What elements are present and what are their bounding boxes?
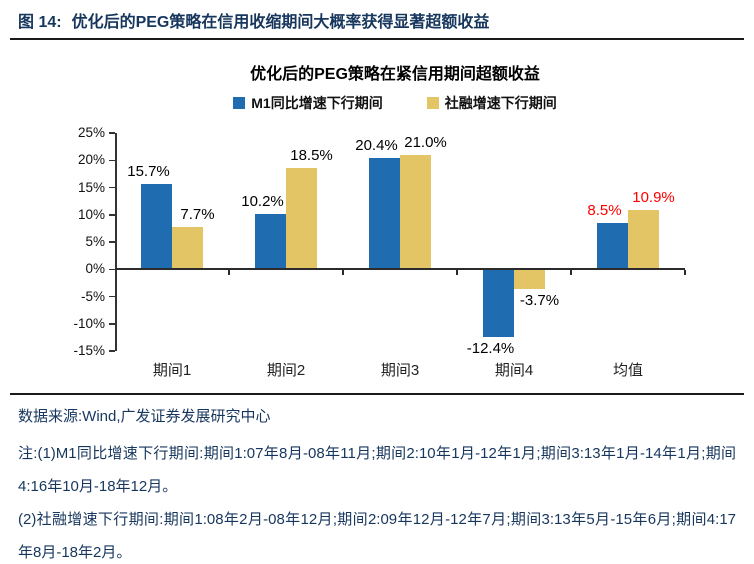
y-tick-label: -15% bbox=[73, 343, 105, 358]
y-tick-label: -10% bbox=[73, 315, 105, 331]
figure-number-label: 图 14: bbox=[18, 14, 62, 31]
y-tick-label: 20% bbox=[77, 152, 105, 168]
bar-M1同比增速下行期间 bbox=[255, 213, 286, 270]
value-label: 10.9% bbox=[632, 188, 675, 206]
y-tick-mark bbox=[109, 241, 115, 243]
value-label: 7.7% bbox=[180, 206, 215, 224]
bar-社融增速下行期间 bbox=[172, 227, 203, 270]
y-tick-mark bbox=[109, 268, 115, 270]
legend-swatch-icon bbox=[426, 97, 439, 109]
bar-M1同比增速下行期间 bbox=[483, 269, 514, 337]
y-tick-label: 5% bbox=[85, 234, 105, 249]
y-tick-label: 0% bbox=[85, 261, 105, 277]
y-tick-mark bbox=[109, 295, 115, 298]
value-label: -3.7% bbox=[519, 292, 560, 310]
category-label: 期间2 bbox=[266, 362, 306, 379]
category-label: 期间4 bbox=[494, 362, 534, 379]
bar-M1同比增速下行期间 bbox=[141, 183, 172, 270]
bar-社融增速下行期间 bbox=[514, 269, 545, 290]
y-tick-label: 25% bbox=[77, 125, 105, 140]
bar-社融增速下行期间 bbox=[628, 209, 659, 270]
chart-legend: M1同比增速下行期间 社融增速下行期间 bbox=[85, 93, 705, 113]
figure-title: 优化后的PEG策略在信用收缩期间大概率获得显著超额收益 bbox=[71, 14, 490, 31]
legend-item: M1同比增速下行期间 bbox=[233, 93, 383, 113]
x-axis-tick bbox=[342, 270, 344, 276]
y-tick-label: -5% bbox=[80, 288, 105, 304]
category-label: 期间3 bbox=[380, 362, 420, 379]
value-label: 18.5% bbox=[290, 147, 333, 165]
value-label: 21.0% bbox=[404, 133, 447, 151]
category-label: 期间1 bbox=[152, 362, 192, 379]
x-axis-tick bbox=[684, 270, 686, 276]
legend-label: 社融增速下行期间 bbox=[444, 95, 557, 111]
note-paragraph-1: 注:(1)M1同比增速下行期间:期间1:07年8月-08年11月;期间2:10年… bbox=[18, 445, 736, 495]
legend-swatch-icon bbox=[233, 97, 246, 109]
value-label: 20.4% bbox=[355, 137, 398, 155]
y-tick-label: 10% bbox=[77, 206, 105, 222]
figure-footer: 数据来源:Wind,广发证券发展研究中心 注:(1)M1同比增速下行期间:期间1… bbox=[10, 393, 744, 564]
value-label: 8.5% bbox=[587, 201, 622, 219]
y-tick-mark bbox=[109, 350, 115, 352]
bar-社融增速下行期间 bbox=[400, 154, 431, 270]
note-paragraph-2: (2)社融增速下行期间:期间1:08年2月-08年12月;期间2:09年12月-… bbox=[18, 511, 736, 561]
x-axis-line bbox=[115, 268, 685, 271]
y-tick-mark bbox=[109, 186, 115, 189]
bar-社融增速下行期间 bbox=[286, 168, 317, 270]
figure-header: 图 14: 优化后的PEG策略在信用收缩期间大概率获得显著超额收益 bbox=[10, 8, 744, 40]
value-label: 15.7% bbox=[127, 162, 170, 180]
value-label: -12.4% bbox=[466, 339, 515, 357]
y-axis-line bbox=[115, 133, 117, 351]
x-axis-tick bbox=[228, 270, 230, 276]
data-source: 数据来源:Wind,广发证券发展研究中心 bbox=[18, 408, 271, 425]
y-tick-mark bbox=[109, 323, 115, 325]
category-label: 均值 bbox=[612, 362, 643, 379]
legend-item: 社融增速下行期间 bbox=[426, 93, 557, 113]
value-label: 10.2% bbox=[241, 192, 284, 210]
y-tick-mark bbox=[109, 214, 115, 216]
plot-area: 15.7% 10.2% 20.4% -12.4% 8.5% 7.7% 18.5% 21.0% -… bbox=[109, 132, 686, 379]
x-axis-tick bbox=[570, 270, 572, 276]
x-axis-tick bbox=[456, 270, 458, 276]
y-tick-mark bbox=[109, 132, 115, 134]
y-axis-labels: 25% 20% 15% 10% 5% 0% -5% -10% -15% bbox=[30, 125, 105, 358]
y-tick-mark bbox=[109, 159, 115, 161]
bar-M1同比增速下行期间 bbox=[369, 158, 400, 270]
bar-M1同比增速下行期间 bbox=[597, 222, 628, 270]
y-tick-label: 15% bbox=[77, 179, 105, 195]
chart-title: 优化后的PEG策略在紧信用期间超额收益 bbox=[250, 66, 540, 83]
legend-label: M1同比增速下行期间 bbox=[251, 95, 383, 111]
